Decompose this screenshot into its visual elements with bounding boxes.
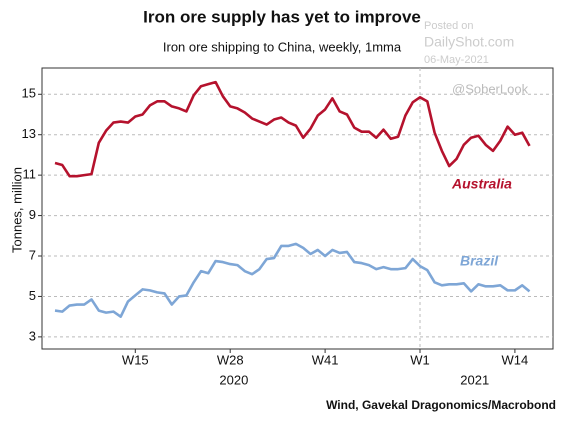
x-tick-label: W15 bbox=[122, 352, 149, 367]
y-tick-label: 7 bbox=[29, 247, 36, 262]
x-tick-label: W14 bbox=[502, 352, 529, 367]
handle: @SoberLook bbox=[452, 81, 529, 96]
y-tick-label: 13 bbox=[22, 126, 36, 141]
watermark: DailyShot.com bbox=[424, 34, 514, 50]
year-label: 2020 bbox=[219, 372, 248, 387]
series-label: Brazil bbox=[460, 253, 499, 269]
year-label: 2021 bbox=[460, 372, 489, 387]
watermark: 06-May-2021 bbox=[424, 54, 489, 66]
y-tick-label: 5 bbox=[29, 288, 36, 303]
series-label: Australia bbox=[451, 176, 512, 192]
plot-frame bbox=[41, 67, 554, 350]
x-tick-label: W41 bbox=[312, 352, 339, 367]
y-tick-label: 15 bbox=[22, 86, 36, 101]
chart-subtitle: Iron ore shipping to China, weekly, 1mma bbox=[163, 39, 402, 54]
y-axis-label: Tonnes, million bbox=[9, 167, 24, 253]
watermark: Posted on bbox=[424, 20, 474, 32]
y-tick-label: 11 bbox=[23, 167, 37, 182]
y-tick-label: 3 bbox=[29, 328, 36, 343]
chart-title: Iron ore supply has yet to improve bbox=[143, 7, 421, 26]
series-line bbox=[54, 80, 531, 178]
source: Wind, Gavekal Dragonomics/Macrobond bbox=[326, 398, 556, 412]
x-tick-label: W1 bbox=[410, 352, 430, 367]
y-tick-label: 9 bbox=[29, 207, 36, 222]
x-tick-label: W28 bbox=[217, 352, 244, 367]
series-line bbox=[54, 242, 531, 318]
